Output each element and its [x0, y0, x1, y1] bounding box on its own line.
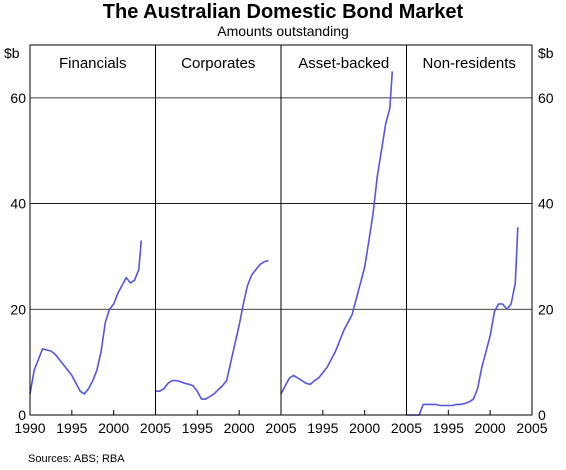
x-tick-label: 2000: [98, 420, 129, 436]
y-tick-label-right: 20: [538, 301, 554, 317]
x-tick-label: 2005: [265, 420, 296, 436]
y-axis-unit-right: $b: [538, 45, 554, 61]
y-tick-label-right: 40: [538, 196, 554, 212]
x-tick-label: 1995: [182, 420, 213, 436]
chart-subtitle: Amounts outstanding: [217, 23, 349, 39]
x-tick-label: 2005: [516, 420, 547, 436]
source-note: Sources: ABS; RBA: [28, 453, 125, 465]
panel-title: Corporates: [181, 55, 255, 72]
y-tick-label-left: 0: [18, 407, 26, 423]
y-tick-label-left: 60: [10, 90, 26, 106]
x-tick-label: 2000: [224, 420, 255, 436]
panel-title: Non-residents: [423, 55, 516, 72]
chart-title: The Australian Domestic Bond Market: [103, 1, 464, 23]
plot-border: [29, 44, 533, 416]
x-tick-label: 1990: [14, 420, 45, 436]
series-line-0: [29, 240, 143, 395]
series-line-3: [406, 227, 519, 416]
x-tick-label: 1995: [433, 420, 464, 436]
series-lines: [29, 71, 519, 416]
series-line-1: [155, 259, 269, 400]
x-tick-label: 2000: [349, 420, 380, 436]
axis-labels: 0 0 20 20 40 40 60 60 Financials 1990 1995 2000 2005…: [10, 55, 553, 436]
plot-frame: [29, 44, 533, 416]
y-tick-label-right: 0: [538, 407, 546, 423]
panel-title: Financials: [59, 55, 127, 72]
x-tick-label: 2005: [391, 420, 422, 436]
y-tick-label-right: 60: [538, 90, 554, 106]
x-tick-label: 1995: [56, 420, 87, 436]
y-tick-label-left: 20: [10, 301, 26, 317]
x-tick-label: 1995: [307, 420, 338, 436]
y-tick-label-left: 40: [10, 196, 26, 212]
x-tick-label: 2000: [475, 420, 506, 436]
x-tick-label: 2005: [140, 420, 171, 436]
panel-title: Asset-backed: [298, 55, 389, 72]
series-line-2: [280, 71, 394, 395]
y-axis-unit-left: $b: [4, 45, 20, 61]
